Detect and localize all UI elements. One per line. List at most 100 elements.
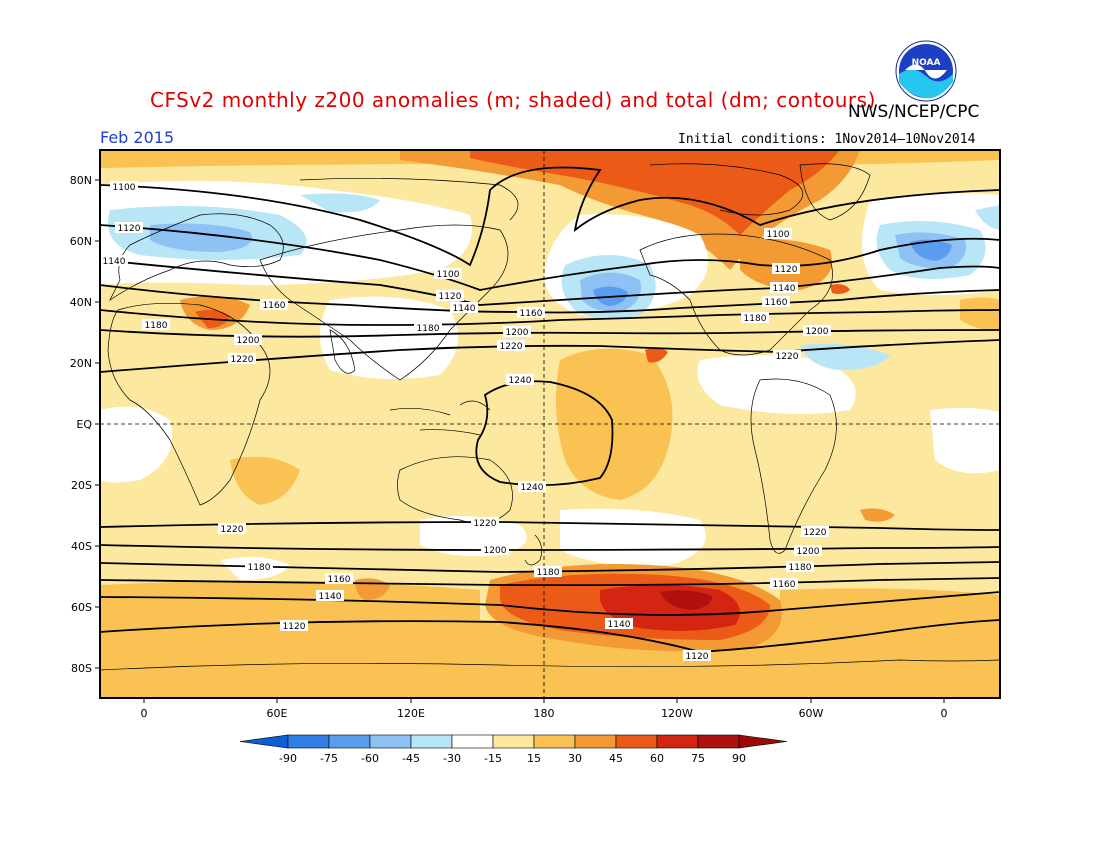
reference-lines [100, 150, 1000, 698]
contour-label: 1100 [764, 228, 792, 240]
map-title: CFSv2 monthly z200 anomalies (m; shaded)… [150, 88, 876, 112]
contour-label: 1200 [503, 326, 531, 338]
contour-label: 1240 [506, 374, 534, 386]
svg-text:1160: 1160 [328, 575, 351, 585]
contour-label: 1140 [100, 255, 128, 267]
lon-label: 60E [267, 707, 288, 720]
lat-label: 80N [70, 174, 92, 187]
svg-text:1220: 1220 [804, 528, 827, 538]
contour-label: 1100 [434, 268, 462, 280]
svg-text:1100: 1100 [437, 270, 460, 280]
svg-text:1180: 1180 [744, 314, 767, 324]
colorbar-label: 45 [609, 752, 623, 765]
svg-text:1120: 1120 [283, 622, 306, 632]
svg-text:1120: 1120 [118, 224, 141, 234]
svg-text:1180: 1180 [789, 563, 812, 573]
contour-label: 1180 [414, 322, 442, 334]
contour-label: 1140 [316, 590, 344, 602]
colorbar-swatch [410, 734, 453, 749]
svg-text:1200: 1200 [237, 336, 260, 346]
svg-text:1220: 1220 [231, 355, 254, 365]
contour-label: 1120 [115, 222, 143, 234]
colorbar-label: 75 [691, 752, 705, 765]
noaa-logo: NOAA [895, 40, 957, 102]
contour-label: 1180 [245, 561, 273, 573]
initial-conditions: Initial conditions: 1Nov2014–10Nov2014 [678, 132, 976, 147]
contour-label: 1180 [786, 561, 814, 573]
forecast-month: Feb 2015 [100, 128, 175, 147]
contour-label: 1140 [450, 302, 478, 314]
colorbar-swatch [492, 734, 535, 749]
contour-label: 1200 [803, 325, 831, 337]
contour-label: 1140 [605, 618, 633, 630]
lat-label: 40S [71, 540, 92, 553]
contour-label: 1160 [260, 299, 288, 311]
colorbar-label: 15 [527, 752, 541, 765]
svg-text:1200: 1200 [484, 546, 507, 556]
contour-label: 1160 [325, 573, 353, 585]
colorbar-label: -90 [279, 752, 297, 765]
contour-label: 1220 [471, 517, 499, 529]
svg-text:1220: 1220 [776, 352, 799, 362]
agency-label: NWS/NCEP/CPC [848, 102, 980, 122]
contour-label: 1220 [773, 350, 801, 362]
colorbar-label: -60 [361, 752, 379, 765]
svg-text:1180: 1180 [417, 324, 440, 334]
svg-text:1200: 1200 [797, 547, 820, 557]
contour-label: 1180 [534, 566, 562, 578]
contour-label: 1220 [218, 523, 246, 535]
contour-label: 1120 [436, 290, 464, 302]
lat-label: 80S [71, 662, 92, 675]
colorbar-swatch [697, 734, 740, 749]
lat-label: 20S [71, 479, 92, 492]
svg-text:1160: 1160 [263, 301, 286, 311]
contour-label: 1140 [770, 282, 798, 294]
svg-text:1220: 1220 [221, 525, 244, 535]
lon-label: 0 [141, 707, 148, 720]
svg-text:1140: 1140 [608, 620, 631, 630]
longitude-axis: 0 60E 120E 180 120W 60W 0 [141, 698, 948, 720]
colorbar-swatch [369, 734, 412, 749]
colorbar-label: -45 [402, 752, 420, 765]
svg-text:1240: 1240 [521, 483, 544, 493]
svg-text:NOAA: NOAA [912, 58, 941, 68]
lat-label: 60N [70, 235, 92, 248]
contour-label: 1200 [481, 544, 509, 556]
contour-label: 1160 [762, 296, 790, 308]
svg-text:1180: 1180 [248, 563, 271, 573]
svg-text:1200: 1200 [806, 327, 829, 337]
contour-label: 1120 [772, 263, 800, 275]
colorbar-label: 30 [568, 752, 582, 765]
contour-label: 1200 [794, 545, 822, 557]
svg-text:1120: 1120 [686, 652, 709, 662]
lon-label: 120E [397, 707, 425, 720]
svg-text:1140: 1140 [319, 592, 342, 602]
colorbar-swatch [533, 734, 576, 749]
lat-label: 40N [70, 296, 92, 309]
contour-label: 1220 [801, 526, 829, 538]
colorbar-label: 60 [650, 752, 664, 765]
svg-text:1140: 1140 [453, 304, 476, 314]
contour-label: 1160 [517, 307, 545, 319]
contour-label: 1200 [234, 334, 262, 346]
contour-label: 1240 [518, 481, 546, 493]
lon-label: 120W [661, 707, 693, 720]
colorbar-label: -15 [484, 752, 502, 765]
contour-label-group: 1100 1120 1140 1160 1180 1200 1220 1100 … [100, 181, 831, 662]
svg-text:1180: 1180 [537, 568, 560, 578]
colorbar: -90 -75 -60 -45 -30 -15 15 30 45 60 75 90 [239, 734, 788, 765]
colorbar-label: -75 [320, 752, 338, 765]
contour-label: 1220 [228, 353, 256, 365]
colorbar-swatch [328, 734, 371, 749]
svg-text:1120: 1120 [439, 292, 462, 302]
svg-text:1120: 1120 [775, 265, 798, 275]
lat-label: 60S [71, 601, 92, 614]
contour-label: 1180 [741, 312, 769, 324]
svg-text:1140: 1140 [773, 284, 796, 294]
svg-text:1200: 1200 [506, 328, 529, 338]
svg-text:1240: 1240 [509, 376, 532, 386]
colorbar-arrow-low [239, 734, 289, 749]
svg-text:1160: 1160 [773, 580, 796, 590]
colorbar-swatch [287, 734, 330, 749]
